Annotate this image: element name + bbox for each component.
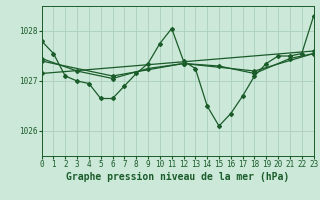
X-axis label: Graphe pression niveau de la mer (hPa): Graphe pression niveau de la mer (hPa) [66, 172, 289, 182]
